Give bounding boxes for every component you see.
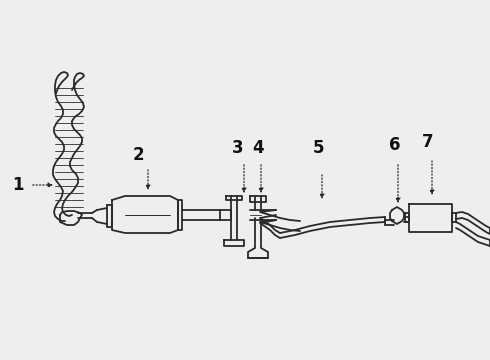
- Text: 2: 2: [132, 146, 144, 164]
- Text: 4: 4: [252, 139, 264, 157]
- Text: 7: 7: [422, 133, 434, 151]
- Text: 6: 6: [389, 136, 401, 154]
- Text: 3: 3: [232, 139, 244, 157]
- Text: 1: 1: [12, 176, 24, 194]
- Text: 5: 5: [312, 139, 324, 157]
